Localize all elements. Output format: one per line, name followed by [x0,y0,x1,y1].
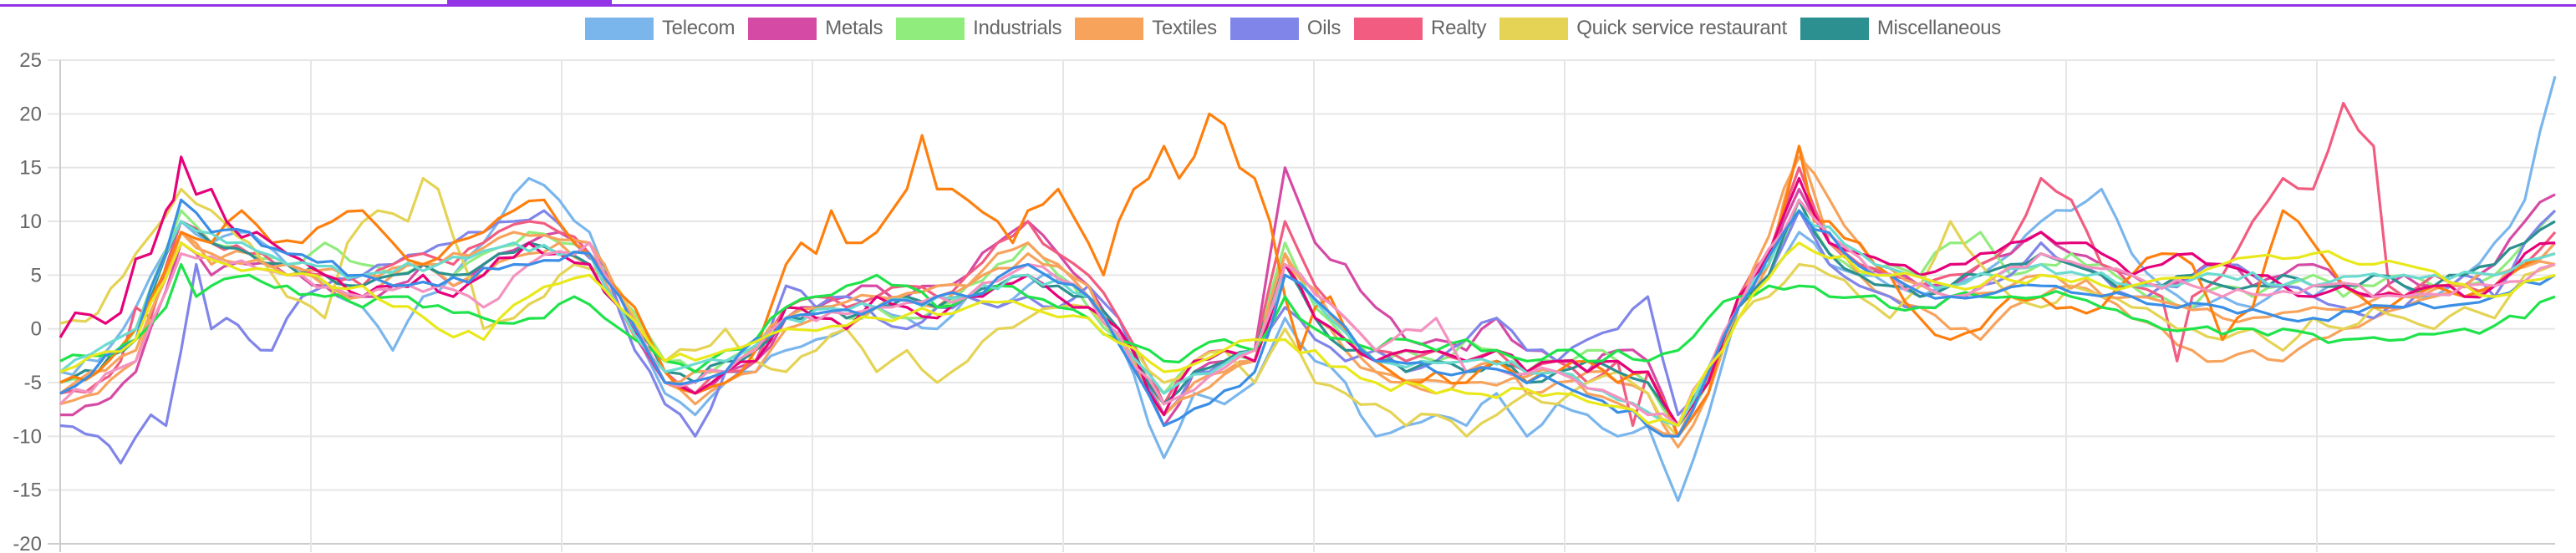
y-tick-label: 5 [31,264,42,287]
legend-item[interactable]: Textiles [1075,17,1217,40]
legend-label: Realty [1431,17,1487,39]
series-line[interactable] [59,155,2556,428]
series-line[interactable] [59,155,2556,438]
legend-swatch [1800,17,1869,40]
series-line[interactable] [59,176,2556,438]
legend-item[interactable]: Miscellaneous [1800,17,2001,40]
legend-swatch [896,17,965,40]
y-tick-label: 10 [19,211,42,233]
y-tick-label: 25 [19,49,42,72]
legend-label: Telecom [661,17,736,39]
series-line[interactable] [59,145,2557,449]
legend-label: Quick service restaurant [1576,17,1787,39]
legend-item[interactable]: Telecom [584,17,736,40]
series-line[interactable] [59,262,2556,373]
legend-item[interactable]: Industrials [896,17,1062,40]
legend-item[interactable]: Quick service restaurant [1499,17,1787,40]
chart-legend: Telecom Metals Industrials Textiles Oils Real… [0,17,2576,40]
legend-item[interactable]: Realty [1354,17,1487,40]
y-tick-label: -20 [13,533,42,553]
legend-swatch [584,17,654,40]
series-line[interactable] [59,198,2556,428]
y-tick-label: -10 [13,425,42,448]
legend-swatch [1354,17,1423,40]
series-line[interactable] [59,198,2556,428]
legend-label: Oils [1306,17,1341,39]
y-tick-label: 0 [31,318,42,341]
legend-label: Metals [825,17,883,39]
y-tick-label: 20 [19,103,42,125]
legend-item[interactable]: Metals [748,17,883,40]
series-line[interactable] [59,112,2556,438]
y-tick-label: -15 [13,479,42,502]
tab-underline [0,4,2576,7]
legend-swatch [748,17,817,40]
series-line[interactable] [59,209,2556,428]
legend-label: Industrials [973,17,1062,39]
series-line[interactable] [59,209,2557,465]
y-tick-label: -5 [24,372,42,394]
series-line[interactable] [59,198,2557,428]
legend-label: Textiles [1152,17,1217,39]
legend-swatch [1229,17,1299,40]
series-line[interactable] [59,198,2556,438]
active-tab-indicator[interactable] [447,0,612,7]
series-line[interactable] [59,241,2556,428]
legend-item[interactable]: Oils [1229,17,1341,40]
legend-swatch [1499,17,1569,40]
legend-swatch [1075,17,1144,40]
y-tick-label: 15 [19,157,42,180]
legend-label: Miscellaneous [1876,17,2002,39]
